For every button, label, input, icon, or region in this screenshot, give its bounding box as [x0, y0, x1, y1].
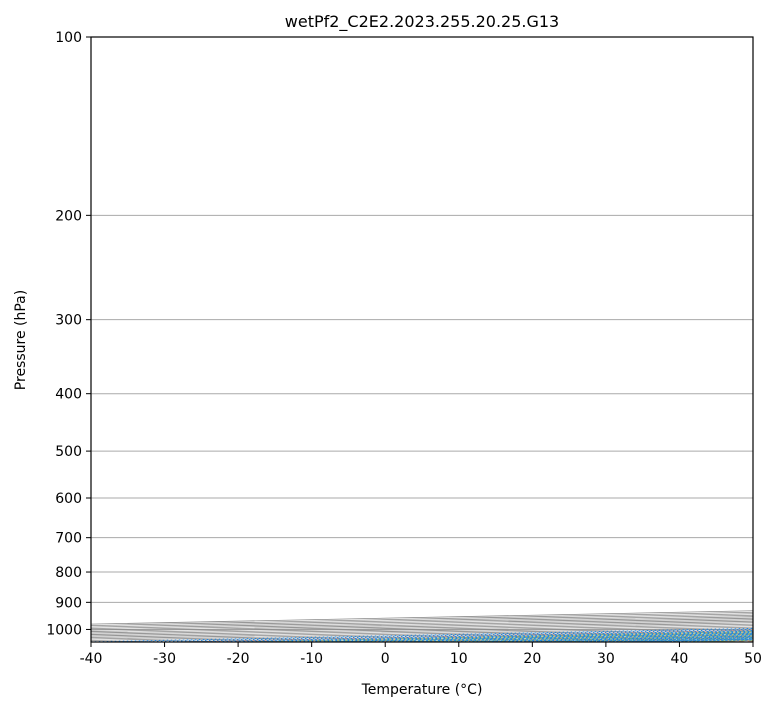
- x-tick-label: 0: [381, 651, 390, 667]
- y-tick-label: 600: [55, 491, 82, 507]
- x-tick-label: 40: [671, 651, 689, 667]
- y-tick-label: 500: [55, 444, 82, 460]
- y-axis-title: Pressure (hPa): [13, 290, 29, 390]
- x-tick-label: 10: [450, 651, 468, 667]
- x-tick-label: -20: [227, 651, 250, 667]
- x-tick-label: -30: [153, 651, 176, 667]
- y-tick-label: 1000: [46, 622, 82, 638]
- x-tick-label: -40: [80, 651, 103, 667]
- chart-title: wetPf2_C2E2.2023.255.20.25.G13: [285, 12, 559, 32]
- plot-frame: [90, 36, 754, 643]
- axes: -40 -30 -20 -10 0 10 20 30 40 50 100 200 300 400 500 60…: [46, 30, 762, 667]
- y-tick-label: 100: [55, 30, 82, 46]
- x-axis-title: Temperature (°C): [361, 682, 483, 698]
- x-tick-label: 20: [523, 651, 541, 667]
- x-tick-label: 50: [744, 651, 762, 667]
- x-tick-label: -10: [300, 651, 323, 667]
- y-tick-label: 400: [55, 387, 82, 403]
- y-tick-label: 300: [55, 313, 82, 329]
- y-tick-label: 200: [55, 208, 82, 224]
- x-tick-label: 30: [597, 651, 615, 667]
- y-tick-label: 700: [55, 531, 82, 547]
- y-tick-label: 800: [55, 565, 82, 581]
- y-tick-label: 900: [55, 595, 82, 611]
